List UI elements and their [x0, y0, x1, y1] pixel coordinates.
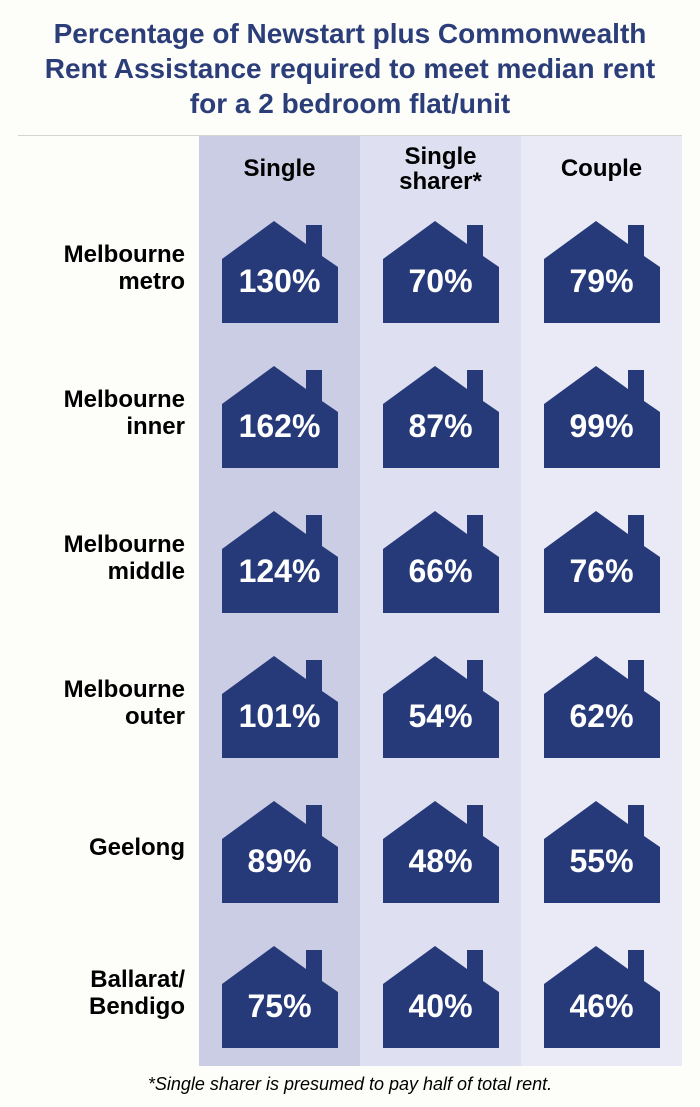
cell-value: 40% [371, 988, 511, 1025]
cell-value: 162% [210, 408, 350, 445]
house-icon: 48% [371, 789, 511, 909]
house-icon: 99% [532, 354, 672, 474]
data-cell: 54% [360, 631, 521, 776]
data-cell: 46% [521, 921, 682, 1066]
house-icon: 124% [210, 499, 350, 619]
data-cell: 75% [199, 921, 360, 1066]
cell-value: 89% [210, 843, 350, 880]
house-icon: 54% [371, 644, 511, 764]
cell-value: 54% [371, 698, 511, 735]
data-cell: 87% [360, 341, 521, 486]
house-icon: 55% [532, 789, 672, 909]
house-icon: 76% [532, 499, 672, 619]
cell-value: 79% [532, 263, 672, 300]
house-icon: 87% [371, 354, 511, 474]
cell-value: 130% [210, 263, 350, 300]
row-label: Melbournemetro [18, 196, 199, 341]
house-icon: 40% [371, 934, 511, 1054]
data-cell: 62% [521, 631, 682, 776]
row-label: Melbourneouter [18, 631, 199, 776]
house-icon: 62% [532, 644, 672, 764]
column-header-single-sharer-text: Singlesharer* [399, 144, 482, 194]
data-cell: 130% [199, 196, 360, 341]
data-cell: 79% [521, 196, 682, 341]
data-cell: 55% [521, 776, 682, 921]
cell-value: 75% [210, 988, 350, 1025]
data-cell: 40% [360, 921, 521, 1066]
column-header-couple: Couple [521, 136, 682, 196]
row-label: Melbourneinner [18, 341, 199, 486]
house-icon: 66% [371, 499, 511, 619]
house-icon: 89% [210, 789, 350, 909]
column-header-single: Single [199, 136, 360, 196]
cell-value: 101% [210, 698, 350, 735]
house-icon: 162% [210, 354, 350, 474]
cell-value: 70% [371, 263, 511, 300]
data-cell: 48% [360, 776, 521, 921]
row-label: Geelong [18, 776, 199, 921]
house-icon: 101% [210, 644, 350, 764]
cell-value: 48% [371, 843, 511, 880]
house-icon: 75% [210, 934, 350, 1054]
data-grid: Single Singlesharer* Couple Melbournemet… [18, 135, 682, 1066]
data-cell: 99% [521, 341, 682, 486]
cell-value: 55% [532, 843, 672, 880]
cell-value: 62% [532, 698, 672, 735]
cell-value: 99% [532, 408, 672, 445]
data-cell: 101% [199, 631, 360, 776]
data-cell: 70% [360, 196, 521, 341]
data-cell: 76% [521, 486, 682, 631]
grid-corner-spacer [18, 136, 199, 196]
row-label: Ballarat/Bendigo [18, 921, 199, 1066]
infographic-container: Percentage of Newstart plus Commonwealth… [0, 0, 700, 1107]
house-icon: 46% [532, 934, 672, 1054]
chart-title: Percentage of Newstart plus Commonwealth… [18, 16, 682, 121]
house-icon: 79% [532, 209, 672, 329]
cell-value: 66% [371, 553, 511, 590]
house-icon: 130% [210, 209, 350, 329]
cell-value: 46% [532, 988, 672, 1025]
cell-value: 87% [371, 408, 511, 445]
cell-value: 124% [210, 553, 350, 590]
data-cell: 89% [199, 776, 360, 921]
cell-value: 76% [532, 553, 672, 590]
house-icon: 70% [371, 209, 511, 329]
data-cell: 124% [199, 486, 360, 631]
data-cell: 66% [360, 486, 521, 631]
column-header-single-sharer: Singlesharer* [360, 136, 521, 196]
row-label: Melbournemiddle [18, 486, 199, 631]
data-cell: 162% [199, 341, 360, 486]
